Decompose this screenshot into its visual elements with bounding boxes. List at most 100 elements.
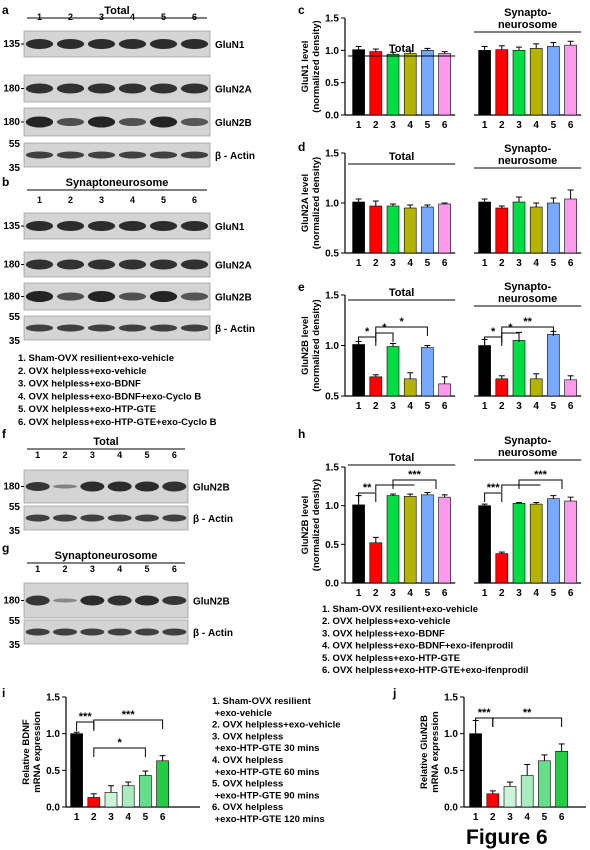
legend-line: 3. OVX helpless bbox=[212, 731, 283, 742]
group-title-line: Synapto- bbox=[504, 143, 551, 155]
legend-line: +exo-vehicle bbox=[212, 708, 272, 719]
x-tick-label: 4 bbox=[407, 258, 413, 269]
legend-line: 2. OVX helpless+exo-vehicle bbox=[18, 366, 147, 377]
blot-band bbox=[134, 481, 160, 492]
blot-panel-g: Synaptoneurosome 1 2 3 4 5 6 180 GluN2B 55 35 β - A… bbox=[3, 550, 233, 651]
x-tick-label: 6 bbox=[568, 401, 574, 412]
bar bbox=[478, 201, 491, 254]
blot-lane-label: 3 bbox=[90, 450, 95, 460]
blot-band bbox=[25, 628, 50, 636]
x-tick-label: 2 bbox=[499, 588, 505, 599]
legend-line: 5. OVX helpless+exo-HTP-GTE bbox=[322, 653, 460, 664]
bar bbox=[503, 786, 517, 808]
blot-band bbox=[25, 514, 50, 522]
blot-strip bbox=[23, 212, 211, 240]
blot-band bbox=[80, 595, 105, 606]
blot-lane-label: 5 bbox=[144, 450, 149, 460]
bar bbox=[495, 553, 509, 584]
blot-strip bbox=[23, 282, 211, 311]
x-tick-label: 2 bbox=[373, 120, 379, 131]
x-tick-label: 3 bbox=[390, 401, 396, 412]
mw-marker: 180 bbox=[3, 292, 20, 303]
blot-lane-label: 3 bbox=[99, 195, 104, 205]
panel-letter-g: g bbox=[2, 541, 9, 555]
blot-lane-label: 4 bbox=[117, 564, 122, 574]
x-tick-label: 4 bbox=[125, 812, 131, 823]
y-axis-label: GluN2B level(normalized density) bbox=[300, 299, 322, 391]
bar bbox=[421, 206, 434, 254]
significance-bracket bbox=[492, 717, 563, 727]
y-axis-label-line: mRNA expression bbox=[32, 711, 43, 793]
group-title-line: Total bbox=[389, 43, 414, 55]
significance-label: * bbox=[508, 322, 513, 334]
blot-band bbox=[149, 221, 178, 231]
blot-band-label: β - Actin bbox=[215, 324, 255, 335]
mw-marker: 35 bbox=[9, 336, 21, 347]
blot-band bbox=[87, 324, 116, 332]
bar bbox=[564, 379, 577, 397]
y-tick-label: 0.5 bbox=[325, 392, 339, 403]
blot-lane-label: 6 bbox=[172, 450, 177, 460]
group-title: Total bbox=[389, 43, 414, 55]
blot-lane-label: 2 bbox=[62, 564, 67, 574]
y-tick-label: 0.5 bbox=[444, 766, 458, 777]
bar bbox=[438, 53, 451, 116]
x-tick-label: 2 bbox=[499, 258, 505, 269]
mw-marker: 180 bbox=[3, 482, 20, 493]
blot-strip bbox=[23, 582, 189, 619]
blot-band bbox=[118, 324, 147, 332]
y-tick-label: 1.0 bbox=[325, 341, 339, 352]
blot-band bbox=[56, 221, 85, 231]
blot-lane-label: 5 bbox=[144, 564, 149, 574]
bar bbox=[547, 498, 560, 584]
significance-bracket bbox=[484, 336, 503, 346]
blot-lane-label: 3 bbox=[99, 12, 104, 22]
blot-lane-label: 4 bbox=[130, 12, 135, 22]
x-tick-label: 3 bbox=[516, 258, 522, 269]
mw-marker: 55 bbox=[9, 139, 21, 150]
significance-bracket bbox=[501, 326, 554, 336]
group-title: Synapto-neurosome bbox=[498, 435, 557, 459]
group-title-line: Synapto- bbox=[504, 281, 551, 293]
y-axis-label-line: GluN1 level bbox=[300, 41, 311, 93]
significance-label: ** bbox=[523, 707, 532, 719]
bar bbox=[121, 785, 135, 808]
significance-label: *** bbox=[534, 469, 548, 481]
group-title: Synapto-neurosome bbox=[498, 281, 557, 305]
y-axis-label: GluN1 level(normalized density) bbox=[300, 20, 322, 112]
blot-band bbox=[87, 259, 116, 270]
significance-label: * bbox=[117, 737, 122, 749]
x-tick-label: 3 bbox=[108, 812, 114, 823]
x-tick-label: 1 bbox=[482, 120, 488, 131]
legend-line: 6. OVX helpless+exo-HTP-GTE+exo-ifenprod… bbox=[322, 665, 528, 676]
blot-band bbox=[180, 324, 209, 332]
mw-marker: 135 bbox=[3, 221, 20, 232]
significance-label: * bbox=[491, 326, 496, 338]
legend-line: 6. OVX helpless+exo-HTP-GTE+exo-Cyclo B bbox=[18, 417, 217, 428]
blot-title: Synaptoneurosome bbox=[55, 550, 158, 562]
bar bbox=[529, 378, 543, 397]
group-title-line: neurosome bbox=[498, 19, 557, 31]
blot-band bbox=[118, 221, 147, 231]
x-tick-label: 5 bbox=[551, 588, 557, 599]
group-title-line: neurosome bbox=[498, 155, 557, 167]
panel-letter-b: b bbox=[2, 175, 9, 189]
legend-line: 4. OVX helpless bbox=[212, 755, 283, 766]
y-axis-label-line: GluN2B level bbox=[300, 316, 311, 375]
blot-band bbox=[149, 151, 178, 159]
bar bbox=[547, 202, 560, 254]
legend-line: 3. OVX helpless+exo-BDNF bbox=[18, 379, 141, 390]
blot-band bbox=[56, 39, 85, 49]
bar bbox=[403, 496, 417, 584]
x-tick-label: 4 bbox=[533, 588, 539, 599]
blot-strip bbox=[23, 315, 211, 341]
blot-band bbox=[118, 259, 147, 270]
x-tick-label: 4 bbox=[533, 120, 539, 131]
blot-band bbox=[52, 514, 78, 522]
x-tick-label: 6 bbox=[160, 812, 166, 823]
blot-band bbox=[52, 628, 78, 636]
x-tick-label: 2 bbox=[490, 812, 496, 823]
